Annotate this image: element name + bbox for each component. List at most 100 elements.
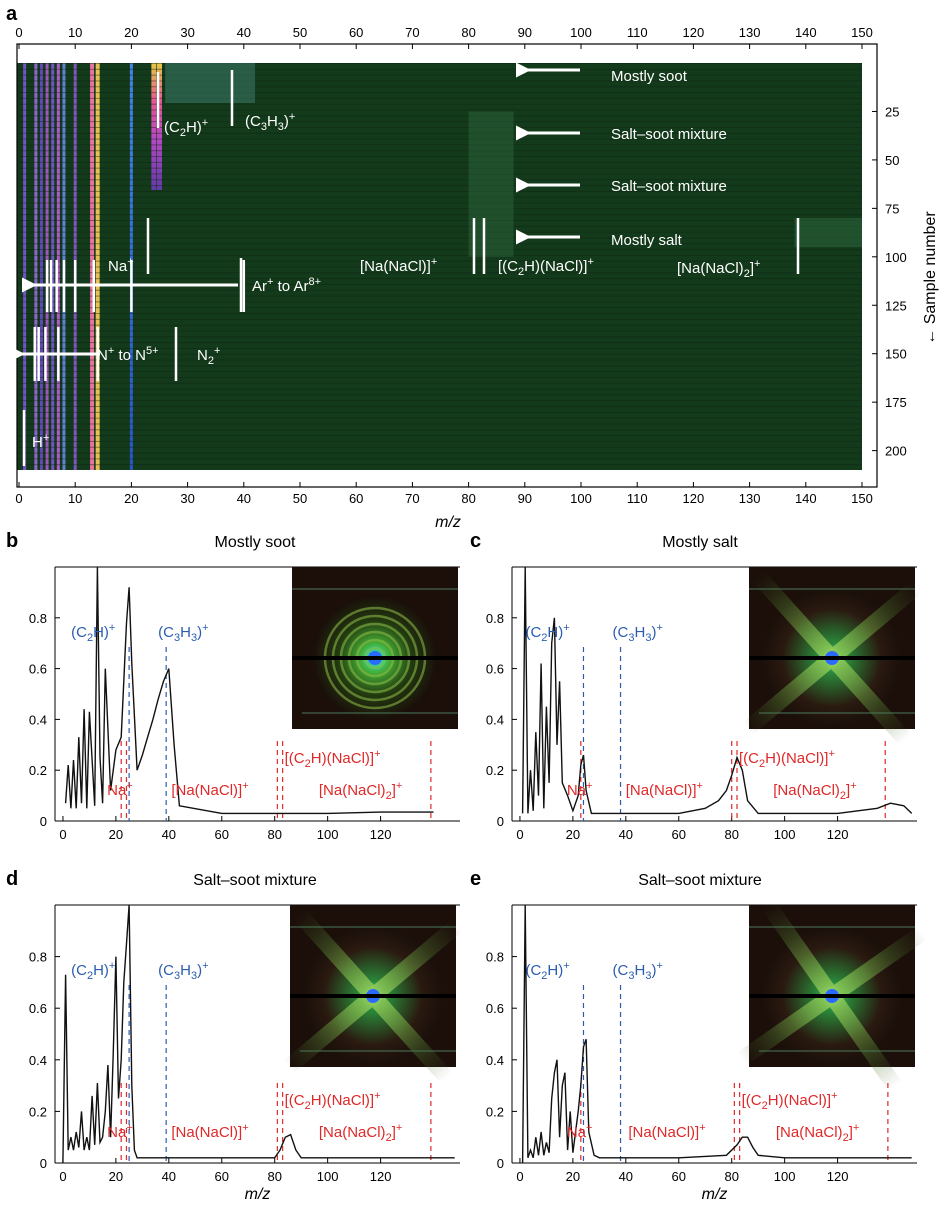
- x-tick-label-bottom: 150: [851, 491, 873, 506]
- ion-label: [Na(NaCl)2]+: [773, 780, 856, 802]
- x-tick-label: 120: [827, 827, 849, 842]
- x-tick-label: 120: [827, 1169, 849, 1184]
- ion-label: (C2H)+: [525, 960, 569, 982]
- label-c3h3-ion: (C3H3)+: [245, 111, 295, 133]
- panel-a-bottom-x-ticks: 0 10 20 30 40 50 60 70 80 90 100 110 120 130 140 150: [15, 482, 873, 506]
- ion-label: [Na(NaCl)]+: [171, 780, 248, 799]
- label-nanacl2-ion: [Na(NaCl)2]+: [677, 258, 760, 280]
- x-tick-label-top: 40: [237, 25, 251, 40]
- sample-stripe: [19, 417, 862, 419]
- sample-stripe: [19, 74, 862, 76]
- y-tick-label: 0.4: [486, 712, 504, 727]
- sample-stripe: [19, 371, 862, 373]
- x-tick-label: 0: [516, 1169, 523, 1184]
- sample-stripe: [19, 342, 862, 344]
- sample-stripe: [19, 92, 862, 94]
- heatmap-column: [151, 63, 157, 190]
- x-axis-label: m/z: [702, 1186, 728, 1203]
- ion-label: [(C2H)(NaCl)]+: [742, 1090, 838, 1112]
- soot-glow: [165, 63, 256, 103]
- y-tick-label: 25: [885, 104, 899, 119]
- x-tick-label-top: 30: [180, 25, 194, 40]
- x-tick-label-bottom: 100: [570, 491, 592, 506]
- sample-stripe: [19, 115, 862, 117]
- ion-label: [Na(NaCl)]+: [628, 1122, 705, 1141]
- sample-stripe: [19, 260, 862, 262]
- y-tick-label: 0.2: [486, 1104, 504, 1119]
- sample-stripe: [19, 167, 862, 169]
- sample-stripe: [19, 237, 862, 239]
- sample-stripe: [19, 219, 862, 221]
- label-n2-ion: N2+: [197, 345, 220, 367]
- sample-stripe: [19, 324, 862, 326]
- x-tick-label-bottom: 80: [461, 491, 475, 506]
- salt-cluster-glow: [794, 218, 862, 248]
- x-axis-label: m/z: [245, 1186, 271, 1203]
- y-tick-label: 75: [885, 201, 899, 216]
- x-tick-label-bottom: 50: [293, 491, 307, 506]
- spectrum-line: [62, 904, 455, 1164]
- x-tick-label-top: 130: [739, 25, 761, 40]
- sample-stripe: [19, 406, 862, 408]
- y-tick-label: 200: [885, 444, 907, 459]
- sample-stripe: [19, 301, 862, 303]
- panel-letter-d: d: [6, 868, 18, 890]
- panel-b: b Mostly soot 0 0.2 0.4 0.6 0.8 0 20 40 60 80 100 120…: [6, 530, 460, 842]
- sample-stripe: [19, 452, 862, 454]
- x-tick-label: 40: [619, 1169, 633, 1184]
- detector-gap: [292, 656, 458, 660]
- sample-stripe: [19, 138, 862, 140]
- label-h-ion: H+: [32, 432, 49, 451]
- sample-stripe: [19, 435, 862, 437]
- x-tick-label: 40: [619, 827, 633, 842]
- sample-stripe: [19, 109, 862, 111]
- sample-stripe: [19, 185, 862, 187]
- heatmap-column: [34, 63, 38, 470]
- x-tick-label: 40: [162, 827, 176, 842]
- y-tick-label: 0.6: [29, 1001, 47, 1016]
- x-tick-label-bottom: 60: [349, 491, 363, 506]
- heatmap-column: [39, 63, 43, 470]
- sample-stripe: [19, 272, 862, 274]
- sample-stripe: [19, 103, 862, 105]
- x-tick-label-bottom: 20: [124, 491, 138, 506]
- panel-a-top-x-ticks: 0 10 20 30 40 50 60 70 80 90 100 110 120 130 140 150: [15, 25, 873, 49]
- y-tick-label: 0.8: [29, 611, 47, 626]
- x-tick-label-top: 60: [349, 25, 363, 40]
- sample-stripe: [19, 249, 862, 251]
- detector-gap: [749, 994, 915, 998]
- x-tick-label-bottom: 90: [518, 491, 532, 506]
- x-tick-label-bottom: 70: [405, 491, 419, 506]
- sample-stripe: [19, 225, 862, 227]
- ion-label: (C2H)+: [525, 622, 569, 644]
- x-tick-label: 20: [109, 1169, 123, 1184]
- y-tick-label: 125: [885, 298, 907, 313]
- sample-stripe: [19, 394, 862, 396]
- ion-label: Na+: [567, 1122, 593, 1141]
- ion-label: [(C2H)(NaCl)]+: [285, 748, 381, 770]
- diffraction-pattern-image: [292, 567, 458, 729]
- sample-stripe: [19, 411, 862, 413]
- x-tick-label-top: 0: [15, 25, 22, 40]
- ion-label: Na+: [107, 780, 133, 799]
- sample-stripe: [19, 440, 862, 442]
- x-tick-label-bottom: 10: [68, 491, 82, 506]
- label-c2h-ion: (C2H)+: [164, 117, 208, 139]
- ion-label: [Na(NaCl)2]+: [319, 1122, 402, 1144]
- y-tick-label: 0: [497, 814, 504, 829]
- ion-label: (C2H)+: [71, 960, 115, 982]
- panel-a-y-axis-label: ← Sample number: [922, 211, 939, 345]
- x-tick-label-top: 100: [570, 25, 592, 40]
- x-tick-label: 20: [566, 1169, 580, 1184]
- x-tick-label: 100: [317, 1169, 339, 1184]
- ion-label: (C3H3)+: [613, 622, 663, 644]
- panel-d: d Salt–soot mixture 0 0.2 0.4 0.6 0.8 0 20 40 60 80…: [6, 868, 463, 1203]
- sample-stripe: [19, 446, 862, 448]
- sample-stripe: [19, 173, 862, 175]
- heatmap-columns: [19, 63, 862, 470]
- x-tick-label: 80: [267, 1169, 281, 1184]
- ion-label: Na+: [107, 1122, 133, 1141]
- diffraction-pattern-image: [283, 905, 463, 1084]
- x-tick-label-top: 10: [68, 25, 82, 40]
- x-tick-label: 60: [215, 1169, 229, 1184]
